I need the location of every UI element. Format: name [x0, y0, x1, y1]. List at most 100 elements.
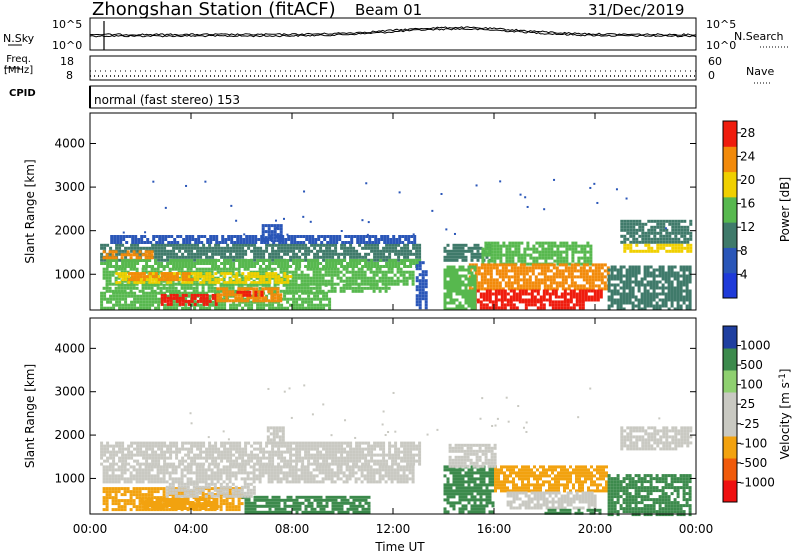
power-cell	[689, 231, 693, 235]
power-cell	[219, 267, 223, 271]
power-cell	[670, 298, 674, 302]
power-cell	[259, 259, 263, 262]
power-cell	[140, 241, 144, 244]
power-cell	[403, 246, 407, 250]
velocity-cell	[190, 462, 194, 466]
power-cell	[499, 247, 503, 251]
power-cell	[117, 289, 121, 293]
power-cell	[552, 263, 556, 267]
power-ytick-label: 1000	[54, 267, 85, 281]
power-cell	[193, 258, 197, 262]
power-cell	[193, 291, 197, 295]
power-cell	[553, 253, 557, 257]
power-cell	[538, 253, 542, 257]
velocity-cell	[223, 453, 227, 457]
power-cell	[638, 240, 642, 244]
power-cell	[685, 283, 689, 287]
velocity-cell	[394, 456, 398, 460]
power-cell	[384, 289, 388, 293]
power-cell	[336, 276, 340, 280]
power-speck	[445, 228, 448, 231]
velocity-cell	[268, 456, 272, 460]
power-cell	[241, 252, 245, 256]
power-cell	[561, 275, 565, 279]
power-cell	[688, 277, 692, 281]
power-cell	[670, 271, 674, 275]
power-cell	[233, 235, 237, 238]
power-cell	[516, 269, 520, 273]
power-cell	[452, 274, 456, 278]
power-cell	[492, 284, 496, 288]
power-cell	[686, 249, 690, 253]
velocity-cell	[391, 462, 395, 466]
power-cell	[277, 255, 281, 259]
power-cell	[467, 246, 471, 250]
power-cell	[591, 287, 595, 291]
velocity-cell	[193, 459, 197, 463]
power-cell	[385, 249, 389, 253]
power-cell	[547, 256, 551, 260]
power-cell	[139, 306, 143, 310]
power-cell	[354, 282, 358, 286]
velocity-cell	[382, 462, 386, 466]
velocity-cell	[391, 456, 395, 460]
power-cell	[628, 271, 632, 275]
power-speck	[596, 201, 599, 204]
power-cell	[586, 241, 590, 245]
power-cell	[401, 235, 405, 238]
power-cell	[490, 244, 494, 248]
power-cell	[147, 250, 151, 254]
power-cell	[291, 289, 295, 293]
velocity-cell	[370, 456, 374, 460]
power-cell	[673, 298, 677, 302]
velocity-cell	[145, 444, 149, 448]
velocity-cell	[289, 462, 293, 466]
power-cell	[274, 272, 278, 276]
velocity-cell	[150, 477, 154, 481]
velocity-cell	[367, 459, 371, 463]
power-cell	[178, 255, 182, 259]
power-cell	[685, 274, 689, 278]
power-cell	[329, 235, 333, 238]
power-cell	[307, 291, 311, 295]
power-cell	[141, 283, 145, 287]
power-cell	[382, 258, 386, 262]
power-cell	[402, 276, 406, 280]
power-cell	[476, 255, 480, 259]
power-cell	[163, 306, 167, 310]
power-cell	[679, 292, 683, 296]
power-cell	[562, 250, 566, 254]
power-cell	[483, 269, 487, 273]
power-cell	[283, 281, 287, 285]
power-cell	[304, 246, 308, 250]
velocity-cell	[418, 453, 422, 457]
power-cell	[208, 297, 212, 301]
power-cell	[271, 249, 275, 253]
velocity-cell	[262, 450, 266, 454]
velocity-cell	[244, 453, 248, 457]
power-cell	[129, 289, 133, 293]
velocity-cell	[196, 444, 200, 448]
power-cell	[190, 259, 194, 262]
power-cell	[412, 262, 416, 265]
power-cell	[291, 286, 295, 290]
power-cell	[616, 307, 620, 311]
power-cell	[515, 292, 519, 296]
power-cell	[546, 275, 550, 279]
power-cell	[583, 259, 587, 263]
power-cell	[391, 262, 395, 265]
power-cell	[667, 268, 671, 272]
power-cell	[315, 273, 319, 277]
power-cell	[259, 252, 263, 256]
power-cell	[148, 259, 152, 262]
power-cell	[207, 283, 211, 287]
power-cell	[623, 225, 627, 229]
power-cell	[403, 262, 407, 265]
velocity-cell	[220, 444, 224, 448]
velocity-cell	[187, 441, 191, 445]
power-cell	[271, 303, 275, 307]
power-cell	[190, 252, 194, 256]
power-cell	[211, 255, 215, 259]
power-cell	[216, 267, 220, 271]
power-cell	[307, 300, 311, 304]
